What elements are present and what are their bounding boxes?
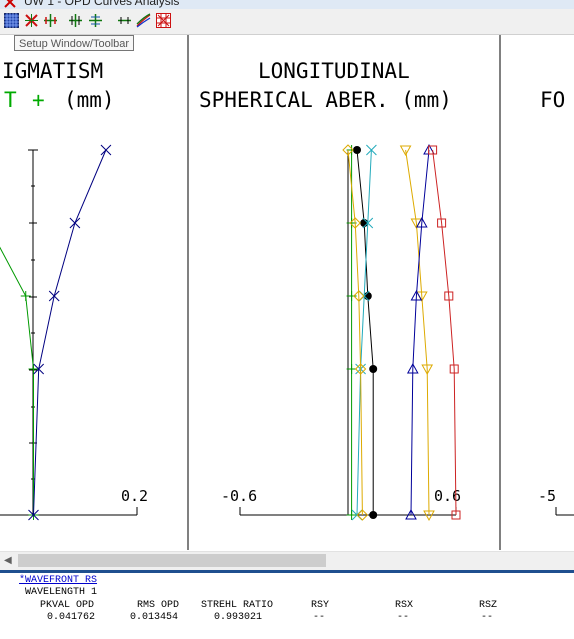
value-strehl: 0.993021 (214, 612, 263, 623)
grid-red-icon[interactable] (156, 13, 171, 28)
focus-title: FO (540, 88, 565, 112)
series-line-0-1 (33, 149, 107, 516)
astig-axes (0, 149, 138, 516)
series-line-1-5 (410, 149, 430, 516)
split-icon[interactable] (43, 13, 58, 28)
astig-title-t: T (4, 88, 17, 112)
series-line-1-3 (347, 149, 363, 516)
header-rsz: RSZ (479, 600, 498, 611)
triangle-up-marker (405, 508, 417, 520)
lsa-title-line2: SPHERICAL ABER. (mm) (199, 88, 452, 112)
toolbar (0, 9, 574, 35)
triangle-down-marker (399, 145, 412, 157)
plus-marker (346, 291, 357, 301)
scroll-left-arrow-icon[interactable]: ◀ (4, 555, 12, 566)
horizontal-scrollbar[interactable]: ◀ (0, 551, 574, 570)
value-rsx: -- (397, 612, 410, 623)
square-marker (444, 291, 454, 301)
plus-marker (20, 291, 31, 301)
dot-marker (360, 219, 369, 227)
value-rms: 0.013454 (130, 612, 179, 623)
astig-title-plus: + (32, 88, 45, 112)
plot-area: IGMATISM T + (mm) 0.2 LONGITUDINAL SPHER… (0, 35, 574, 550)
triangle-up-marker (410, 289, 423, 301)
plus-marker (28, 364, 39, 374)
scroll-thumb[interactable] (18, 554, 326, 567)
triangle-down-marker (421, 364, 434, 376)
header-strehl: STREHL RATIO (201, 600, 274, 611)
header-rms: RMS OPD (137, 600, 180, 611)
square-marker (451, 510, 461, 520)
astig-title-line1: IGMATISM (2, 59, 103, 83)
diamond-marker (342, 144, 354, 156)
series-line-0-0 (0, 246, 34, 515)
diamond-marker (353, 290, 365, 302)
crosshair-alt-icon[interactable] (88, 13, 103, 28)
series-line-1-4 (405, 149, 430, 516)
line-icon[interactable] (117, 13, 132, 28)
focus-axes (555, 507, 574, 516)
series-line-1-2 (356, 149, 372, 516)
square-marker (428, 145, 438, 155)
series-line-1-6 (432, 149, 457, 516)
diamond-marker (354, 363, 367, 375)
curves-group (0, 143, 461, 522)
triangle-down-marker (423, 510, 435, 522)
dot-marker (353, 146, 361, 154)
x-marker (48, 290, 60, 302)
grid-icon[interactable] (4, 13, 19, 28)
wavefront-link[interactable]: *WAVEFRONT RS (19, 575, 98, 586)
astig-title-unit: (mm) (64, 88, 115, 112)
title-bar: UW 1 - OPD Curves Analysis (0, 0, 574, 9)
dot-marker (369, 511, 378, 519)
x-marker (100, 144, 112, 156)
cross-icon[interactable] (24, 13, 39, 28)
dot-marker (369, 365, 378, 373)
app-icon (4, 0, 16, 8)
header-pkval: PKVAL OPD (40, 600, 95, 611)
plus-marker (346, 510, 357, 520)
x-marker (362, 217, 374, 229)
diamond-marker (349, 217, 361, 229)
plot-canvas: IGMATISM T + (mm) 0.2 LONGITUDINAL SPHER… (0, 35, 574, 550)
lsa-title-line1: LONGITUDINAL (258, 59, 410, 83)
lsa-tick-right: 0.6 (434, 487, 461, 505)
value-rsz: -- (481, 612, 494, 623)
lsa-tick-left: -0.6 (221, 487, 257, 505)
square-marker (449, 364, 459, 374)
square-marker (437, 218, 447, 228)
crosshair-icon[interactable] (68, 13, 83, 28)
triangle-up-marker (406, 362, 419, 374)
astig-tick-label: 0.2 (121, 487, 148, 505)
text-window: *WAVEFRONT RS WAVELENGTH 1 PKVAL OPD RMS… (0, 570, 574, 639)
value-rsy: -- (313, 612, 326, 623)
x-marker (366, 144, 377, 156)
wavelength-label: WAVELENGTH 1 (25, 587, 98, 598)
header-rsy: RSY (311, 600, 330, 611)
window-title: UW 1 - OPD Curves Analysis (24, 0, 180, 8)
x-marker (33, 363, 45, 375)
dot-marker (363, 292, 372, 300)
x-marker (28, 509, 39, 521)
tooltip: Setup Window/Toolbar (14, 35, 135, 51)
x-marker (69, 217, 81, 229)
diamond-marker (356, 509, 369, 521)
triangle-up-marker (415, 216, 428, 228)
focus-tick-left: -5 (538, 487, 556, 505)
curves-icon[interactable] (136, 13, 151, 28)
value-pkval: 0.041762 (47, 612, 96, 623)
header-rsx: RSX (395, 600, 414, 611)
